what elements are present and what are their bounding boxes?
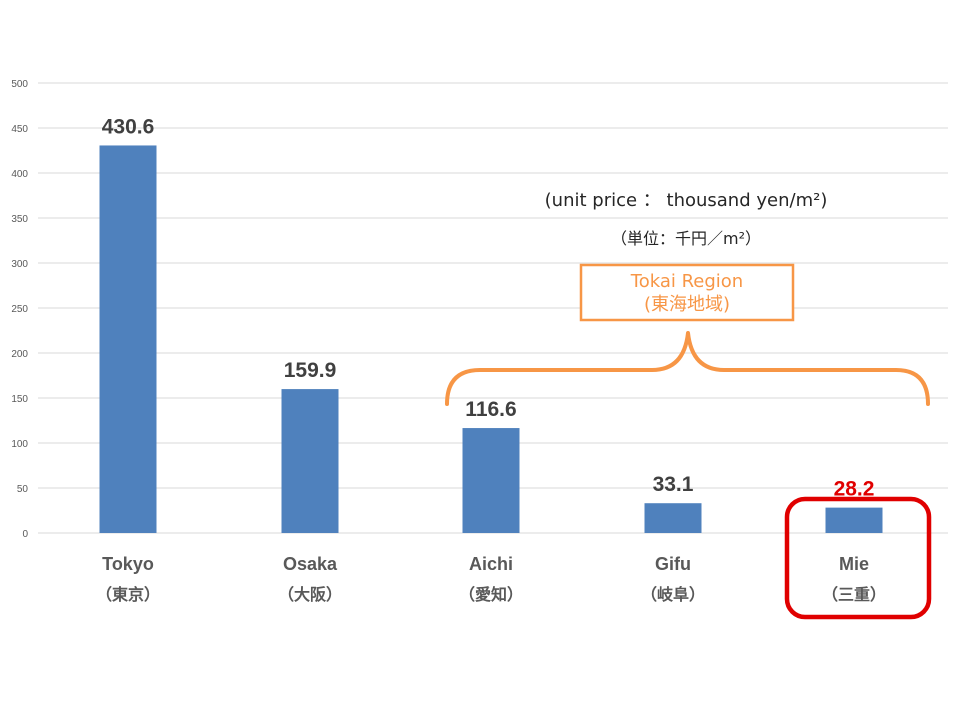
gridlines (38, 82, 948, 534)
category-label-osaka: Osaka (283, 554, 338, 574)
x-axis-categories: Tokyo （東京） Osaka （大阪） Aichi （愛知） Gifu （岐阜） Mie （三… (96, 554, 886, 604)
category-sublabel-tokyo: （東京） (96, 585, 160, 604)
mie-highlight-box (784, 496, 932, 620)
tokai-region-label: Tokai Region (630, 271, 743, 292)
data-label-osaka: 159.9 (284, 359, 337, 382)
tokai-region-label-japanese: (東海地域) (644, 294, 730, 315)
tokai-region-brace (445, 331, 930, 406)
bar-tokyo (99, 145, 157, 533)
category-sublabel-mie: （三重） (822, 585, 886, 604)
category-sublabel-aichi: （愛知） (459, 585, 523, 604)
unit-note-japanese: （単位：千円／m²） (611, 229, 761, 248)
tokai-region-box (579, 263, 795, 322)
category-label-gifu: Gifu (655, 554, 691, 574)
category-sublabel-gifu: （岐阜） (641, 585, 705, 604)
y-tick-label: 150 (11, 394, 28, 405)
y-tick-label: 50 (17, 484, 29, 495)
unit-note-english: (unit price ： thousand yen/m²) (545, 190, 828, 211)
category-label-aichi: Aichi (469, 554, 513, 574)
y-axis-ticks: 0 50 100 150 200 250 300 350 400 450 500 (11, 79, 28, 540)
y-tick-label: 200 (11, 349, 28, 360)
bar-osaka (281, 389, 339, 533)
data-labels: 430.6 159.9 116.6 33.1 28.2 (102, 115, 875, 500)
y-tick-label: 300 (11, 259, 28, 270)
y-tick-label: 250 (11, 304, 28, 315)
y-tick-label: 0 (22, 529, 28, 540)
data-label-gifu: 33.1 (653, 473, 694, 496)
category-sublabel-osaka: （大阪） (278, 585, 342, 604)
y-tick-label: 400 (11, 169, 28, 180)
bar-aichi (462, 428, 520, 533)
bar-gifu (644, 503, 702, 533)
category-label-mie: Mie (839, 554, 869, 574)
bars (99, 145, 883, 533)
category-label-tokyo: Tokyo (102, 554, 154, 574)
data-label-aichi: 116.6 (465, 398, 516, 421)
data-label-mie: 28.2 (834, 478, 875, 501)
y-tick-label: 350 (11, 214, 28, 225)
data-label-tokyo: 430.6 (102, 115, 155, 138)
y-tick-label: 500 (11, 79, 28, 90)
y-tick-label: 100 (11, 439, 28, 450)
bar-mie (825, 507, 883, 533)
y-tick-label: 450 (11, 124, 28, 135)
